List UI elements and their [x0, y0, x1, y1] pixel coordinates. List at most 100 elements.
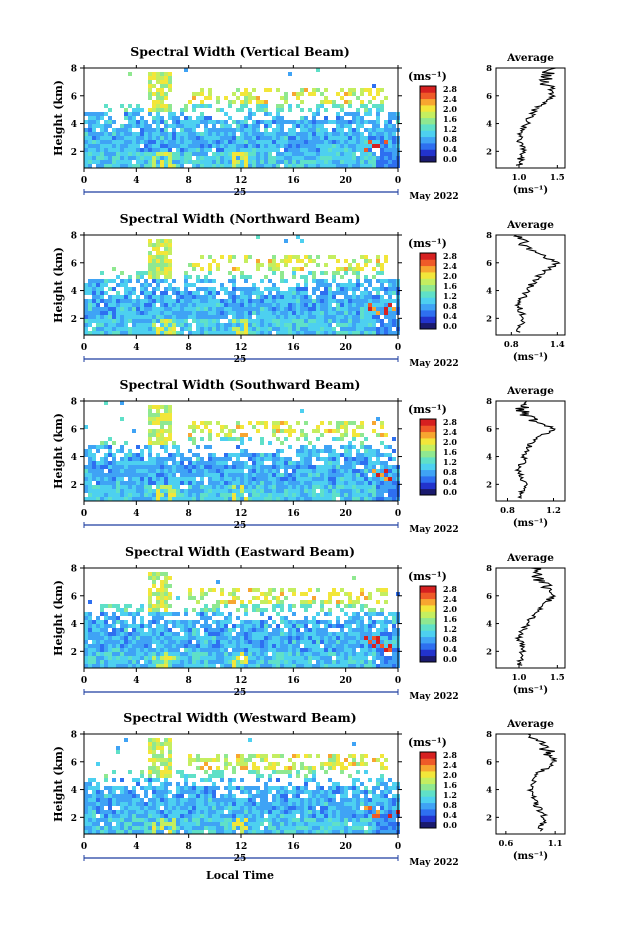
colorbar-segment: [420, 124, 436, 131]
avg-y-tick-label: 8: [486, 730, 492, 740]
colorbar-segment: [420, 636, 436, 644]
avg-x-tick-label: 1.5: [550, 173, 565, 183]
x-tick-label: 8: [186, 176, 192, 186]
panel-title: Spectral Width (Northward Beam): [120, 211, 361, 226]
avg-y-tick-label: 2: [486, 147, 492, 157]
date-day-label: 25: [234, 688, 247, 698]
panel-title: Spectral Width (Vertical Beam): [130, 44, 350, 59]
avg-x-tick-label: 0.6: [498, 839, 513, 849]
heatmap-cells: [84, 738, 400, 834]
avg-profile-line: [513, 234, 561, 333]
colorbar-segment: [420, 764, 436, 772]
colorbar-tick-label: 1.2: [443, 457, 457, 467]
colorbar-segment: [420, 476, 436, 483]
colorbar-segment: [420, 457, 436, 464]
date-day-label: 25: [234, 854, 247, 864]
colorbar-segment: [420, 815, 436, 823]
colorbar-segment: [420, 592, 436, 600]
y-tick-label: 6: [71, 425, 77, 435]
colorbar-tick-label: 0.8: [443, 134, 457, 144]
x-tick-label: 8: [186, 842, 192, 852]
x-tick-label: 0: [395, 176, 401, 186]
colorbar-segment: [420, 117, 436, 125]
avg-frame: [495, 400, 566, 502]
colorbar-tick-label: 0.0: [443, 154, 457, 164]
y-axis-label: Height (km): [52, 580, 65, 656]
avg-y-tick-label: 8: [486, 397, 492, 407]
x-tick-label: 8: [186, 509, 192, 519]
y-tick-label: 8: [71, 398, 77, 408]
colorbar-tick-label: 2.8: [443, 251, 457, 261]
colorbar-segment: [420, 611, 436, 619]
colorbar-frame: [419, 751, 437, 829]
colorbar-segment: [420, 130, 436, 138]
colorbar-segment: [420, 624, 436, 631]
colorbar-segment: [420, 758, 436, 766]
y-axis-label: Height (km): [52, 80, 65, 156]
colorbar-frame: [419, 585, 437, 663]
avg-x-tick-label: 0.8: [500, 506, 515, 516]
avg-x-tick-label: 1.2: [546, 506, 561, 516]
colorbar-frame: [419, 85, 437, 163]
heatmap-cells: [84, 572, 400, 668]
colorbar-tick-label: 0.4: [443, 311, 457, 321]
colorbar-segment: [420, 450, 436, 458]
y-tick-label: 8: [71, 232, 77, 242]
heatmap-cells: [84, 401, 400, 501]
y-tick-label: 2: [71, 148, 77, 158]
avg-y-tick-label: 4: [486, 287, 492, 297]
colorbar-tick-label: 2.4: [443, 94, 457, 104]
date-day-label: 25: [234, 188, 247, 198]
colorbar-tick-label: 1.2: [443, 624, 457, 634]
avg-title: Average: [506, 52, 554, 64]
avg-x-tick-label: 0.8: [504, 340, 519, 350]
colorbar-segment: [420, 297, 436, 305]
colorbar-segment: [420, 143, 436, 150]
x-tick-label: 12: [235, 676, 248, 686]
colorbar-tick-label: 0.0: [443, 321, 457, 331]
colorbar-segment: [420, 444, 436, 452]
colorbar-segment: [420, 438, 436, 445]
colorbar-segment: [420, 316, 436, 324]
colorbar-segment: [420, 431, 436, 439]
colorbar-segment: [420, 419, 436, 426]
colorbar-unit: (ms⁻¹): [408, 70, 447, 83]
colorbar-segment: [420, 802, 436, 810]
colorbar-tick-label: 2.0: [443, 271, 457, 281]
colorbar-tick-label: 1.6: [443, 614, 457, 624]
colorbar-segment: [420, 463, 436, 471]
avg-x-tick-label: 1.0: [512, 173, 527, 183]
avg-title: Average: [506, 219, 554, 231]
avg-y-tick-label: 6: [486, 758, 492, 768]
colorbar-tick-label: 2.0: [443, 437, 457, 447]
avg-profile-line: [514, 400, 556, 499]
avg-y-tick-label: 4: [486, 620, 492, 630]
colorbar-segment: [420, 488, 436, 496]
colorbar-tick-label: 0.4: [443, 644, 457, 654]
colorbar-tick-label: 0.0: [443, 487, 457, 497]
avg-y-tick-label: 2: [486, 647, 492, 657]
y-axis-label: Height (km): [52, 413, 65, 489]
avg-title: Average: [506, 718, 554, 730]
colorbar-segment: [420, 86, 436, 93]
colorbar-segment: [420, 598, 436, 606]
y-tick-label: 2: [71, 648, 77, 658]
colorbar-tick-label: 2.8: [443, 417, 457, 427]
x-tick-label: 0: [395, 676, 401, 686]
avg-y-tick-label: 4: [486, 786, 492, 796]
colorbar-segment: [420, 771, 436, 778]
colorbar-segment: [420, 821, 436, 829]
panel-title: Spectral Width (Eastward Beam): [125, 544, 355, 559]
colorbar-segment: [420, 303, 436, 311]
y-tick-label: 4: [71, 620, 77, 630]
x-tick-label: 4: [133, 176, 139, 186]
avg-x-tick-label: 1.4: [550, 340, 565, 350]
colorbar-tick-label: 1.2: [443, 790, 457, 800]
x-tick-label: 20: [339, 176, 352, 186]
x-tick-label: 12: [235, 509, 248, 519]
colorbar-segment: [420, 111, 436, 119]
month-label: May 2022: [409, 692, 458, 702]
colorbar-tick-label: 2.0: [443, 104, 457, 114]
x-tick-label: 4: [133, 343, 139, 353]
